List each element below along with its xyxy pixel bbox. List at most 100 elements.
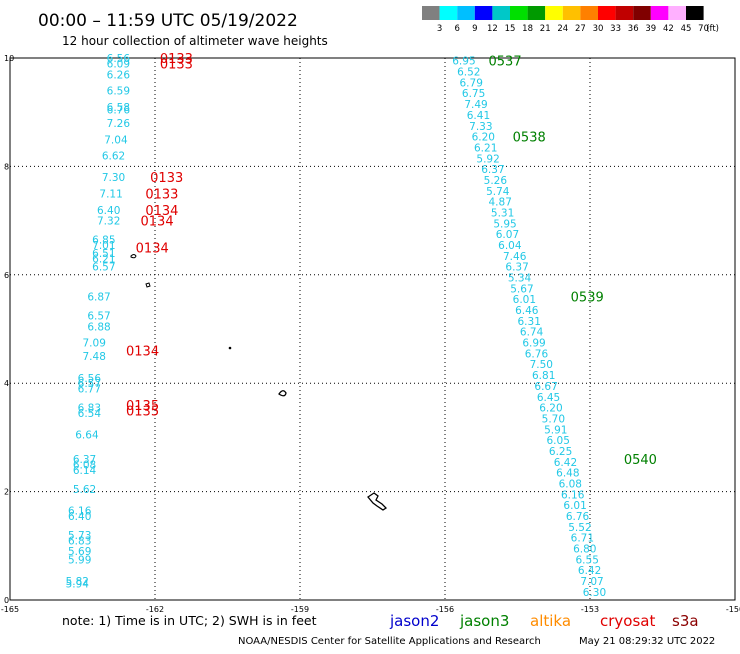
colorbar-label: 24 [557, 24, 568, 34]
colorbar-label: 3 [437, 24, 442, 34]
page-subtitle: 12 hour collection of altimeter wave hei… [62, 34, 328, 48]
colorbar-label: 9 [472, 24, 477, 34]
island-shape [278, 390, 287, 397]
wave-height-value: 6.55 [576, 554, 599, 566]
pass-label: 0135 [126, 404, 159, 419]
wave-height-value: 7.07 [580, 576, 603, 588]
wave-height-value: 6.85 [92, 235, 115, 247]
wave-height-value: 7.48 [83, 351, 106, 363]
legend-jason2: jason2 [389, 612, 439, 630]
pass-label: 0133 [160, 57, 193, 72]
pass-label: 0537 [489, 55, 522, 70]
colorbar-swatch [615, 6, 634, 20]
wave-height-value: 6.58 [107, 102, 130, 114]
wave-height-value: 5.34 [508, 273, 532, 285]
wave-height-value: 4.87 [489, 197, 512, 209]
wave-height-value: 6.48 [556, 468, 579, 480]
colorbar-label: 70 [698, 24, 709, 34]
wave-height-value: 6.40 [97, 205, 120, 217]
wave-height-value: 6.16 [68, 506, 92, 518]
x-tick-label: -165 [1, 605, 19, 614]
wave-height-value: 7.32 [97, 216, 120, 228]
colorbar-swatch [545, 6, 563, 20]
wave-height-value: 6.08 [73, 460, 96, 472]
wave-height-value: 6.08 [559, 478, 582, 490]
wave-height-value: 6.45 [537, 392, 560, 404]
wave-height-value: 6.25 [549, 446, 572, 458]
y-tick-label: 0 [4, 596, 9, 605]
legend-altika: altika [530, 612, 571, 630]
wave-height-value: 6.01 [513, 294, 536, 306]
colorbar-swatch [686, 6, 704, 20]
wave-height-value: 6.04 [498, 240, 522, 252]
x-tick-label: -150 [726, 605, 740, 614]
wave-height-value: 5.91 [544, 424, 567, 436]
colorbar-label: 39 [645, 24, 656, 34]
wave-height-value: 7.01 [92, 240, 115, 252]
wave-height-value: 6.99 [522, 338, 545, 350]
wave-height-value: 5.26 [484, 175, 508, 187]
satellite-legend: jason2 jason3 altika cryosat s3a [389, 612, 699, 630]
wave-height-value: 6.37 [481, 164, 504, 176]
wave-height-value: 6.67 [534, 381, 557, 393]
wave-height-value: 6.57 [87, 310, 110, 322]
colorbar-swatch [562, 6, 581, 20]
wave-height-value: 6.40 [68, 511, 91, 523]
wave-height-value: 6.95 [452, 56, 475, 68]
wave-height-value: 6.62 [102, 151, 125, 163]
colorbar-label: 36 [628, 24, 639, 34]
wave-height-value: 6.07 [496, 229, 519, 241]
wave-height-value: 7.49 [464, 99, 487, 111]
pass-label: 0133 [160, 52, 193, 67]
wave-height-value: 6.57 [92, 262, 115, 274]
wave-height-value: 6.83 [68, 535, 91, 547]
wave-height-colorbar: 3 6 9 12 15 18 21 24 27 30 33 36 39 42 45 70(ft) [422, 6, 719, 34]
y-tick-label: 10 [4, 54, 14, 63]
wave-height-value: 6.57 [78, 378, 101, 390]
altimeter-tracks: 6.566.096.266.596.586.767.267.046.627.30… [66, 52, 657, 599]
wave-height-value: 7.11 [99, 189, 122, 201]
wave-height-value: 6.56 [78, 373, 102, 385]
credit-text: NOAA/NESDIS Center for Satellite Applica… [238, 636, 541, 647]
legend-s3a: s3a [672, 612, 699, 630]
wave-height-value: 6.20 [472, 132, 495, 144]
grid-lines [10, 58, 735, 600]
x-tick-label: -159 [291, 605, 309, 614]
wave-height-value: 5.67 [510, 283, 533, 295]
colorbar-swatch [492, 6, 510, 20]
colorbar-label: 15 [505, 24, 516, 34]
wave-height-value: 5.82 [66, 576, 89, 588]
island-shape [130, 254, 137, 259]
colorbar-unit: (ft) [706, 24, 719, 34]
colorbar-swatch [439, 6, 458, 20]
legend-jason3: jason3 [459, 612, 509, 630]
wave-height-value: 6.14 [73, 465, 97, 477]
x-tick-label: -156 [436, 605, 454, 614]
colorbar-label: 27 [575, 24, 586, 34]
wave-height-value: 5.52 [568, 522, 591, 534]
colorbar-swatch [422, 6, 440, 20]
wave-height-value: 6.30 [583, 587, 606, 599]
wave-height-value: 6.52 [457, 67, 480, 79]
wave-height-value: 6.79 [460, 77, 483, 89]
island-outlines [130, 254, 388, 511]
legend-cryosat: cryosat [600, 612, 655, 630]
colorbar-swatch [598, 6, 616, 20]
wave-height-value: 6.37 [73, 454, 96, 466]
wave-height-value: 6.76 [525, 348, 549, 360]
wave-height-value: 6.21 [474, 142, 497, 154]
island-shape [228, 346, 232, 350]
y-tick-label: 6 [4, 271, 9, 280]
wave-height-value: 7.26 [107, 118, 131, 130]
wave-height-value: 7.04 [104, 134, 128, 146]
wave-height-value: 7.50 [530, 359, 553, 371]
colorbar-label: 6 [454, 24, 459, 34]
colorbar-swatch [650, 6, 669, 20]
wave-height-value: 6.87 [87, 291, 110, 303]
colorbar-swatch [510, 6, 528, 20]
pass-label: 0134 [136, 242, 169, 257]
wave-height-value: 6.01 [563, 500, 586, 512]
wave-height-value: 5.92 [476, 153, 499, 165]
y-tick-label: 4 [4, 379, 9, 388]
